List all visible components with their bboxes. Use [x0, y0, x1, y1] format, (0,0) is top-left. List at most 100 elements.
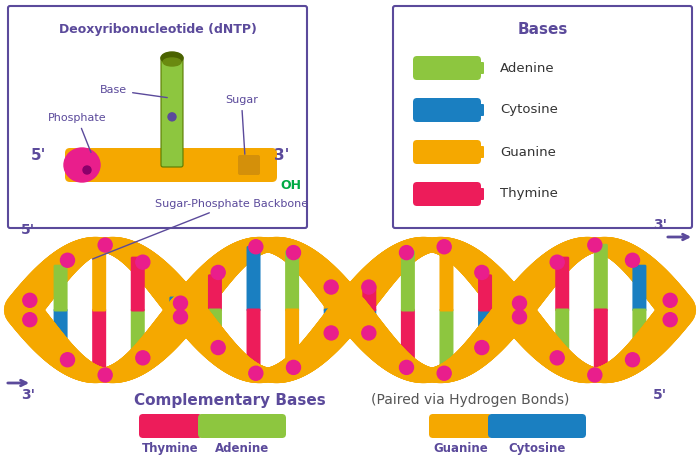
Text: Guanine: Guanine — [433, 442, 488, 455]
Text: Guanine: Guanine — [500, 145, 556, 158]
Circle shape — [136, 351, 150, 365]
FancyBboxPatch shape — [478, 308, 492, 346]
Text: Adenine: Adenine — [500, 62, 554, 75]
FancyBboxPatch shape — [401, 308, 415, 370]
FancyBboxPatch shape — [472, 146, 484, 158]
FancyBboxPatch shape — [401, 250, 415, 311]
FancyBboxPatch shape — [413, 140, 481, 164]
Text: 5': 5' — [30, 148, 46, 163]
Text: Thymine: Thymine — [142, 442, 199, 455]
Text: Deoxyribonucleotide (dNTP): Deoxyribonucleotide (dNTP) — [59, 23, 256, 36]
Circle shape — [248, 240, 262, 254]
FancyBboxPatch shape — [246, 308, 260, 374]
Circle shape — [512, 310, 526, 324]
Circle shape — [98, 238, 112, 252]
FancyBboxPatch shape — [363, 308, 377, 335]
Text: Complementary Bases: Complementary Bases — [134, 392, 326, 407]
Text: 3': 3' — [21, 388, 35, 402]
Text: Cytosine: Cytosine — [500, 103, 558, 116]
FancyBboxPatch shape — [440, 246, 454, 311]
Circle shape — [23, 293, 37, 307]
FancyBboxPatch shape — [555, 308, 569, 363]
FancyBboxPatch shape — [363, 285, 377, 311]
FancyBboxPatch shape — [139, 414, 202, 438]
Circle shape — [588, 238, 602, 252]
FancyBboxPatch shape — [555, 257, 569, 311]
FancyBboxPatch shape — [594, 244, 608, 311]
Circle shape — [324, 280, 338, 294]
Circle shape — [663, 313, 677, 327]
Circle shape — [60, 353, 74, 367]
Circle shape — [286, 360, 300, 374]
Text: Sugar-Phosphate Backbone: Sugar-Phosphate Backbone — [92, 199, 308, 259]
Ellipse shape — [161, 52, 183, 64]
Circle shape — [324, 326, 338, 340]
FancyBboxPatch shape — [92, 244, 106, 311]
Circle shape — [663, 293, 677, 307]
FancyBboxPatch shape — [198, 414, 286, 438]
Circle shape — [23, 313, 37, 327]
Text: Cytosine: Cytosine — [508, 442, 566, 455]
FancyBboxPatch shape — [169, 296, 183, 311]
FancyBboxPatch shape — [92, 308, 106, 376]
FancyBboxPatch shape — [413, 98, 481, 122]
FancyBboxPatch shape — [517, 308, 531, 323]
Circle shape — [400, 360, 414, 374]
Text: 5': 5' — [21, 223, 35, 237]
Text: Adenine: Adenine — [215, 442, 269, 455]
FancyBboxPatch shape — [517, 296, 531, 311]
Ellipse shape — [64, 148, 100, 182]
Circle shape — [60, 253, 74, 267]
FancyBboxPatch shape — [65, 148, 277, 182]
FancyBboxPatch shape — [8, 6, 307, 228]
FancyBboxPatch shape — [393, 6, 692, 228]
FancyBboxPatch shape — [440, 308, 454, 374]
Circle shape — [626, 353, 640, 367]
FancyBboxPatch shape — [246, 246, 260, 311]
FancyBboxPatch shape — [208, 274, 222, 311]
FancyBboxPatch shape — [429, 414, 492, 438]
FancyBboxPatch shape — [323, 285, 337, 311]
Text: Bases: Bases — [517, 22, 568, 37]
Circle shape — [362, 326, 376, 340]
Text: OH: OH — [280, 179, 301, 192]
FancyBboxPatch shape — [632, 265, 646, 311]
FancyBboxPatch shape — [131, 257, 145, 311]
FancyBboxPatch shape — [472, 188, 484, 200]
Circle shape — [626, 253, 640, 267]
FancyBboxPatch shape — [285, 250, 299, 311]
Circle shape — [362, 280, 376, 294]
FancyBboxPatch shape — [632, 308, 646, 355]
FancyBboxPatch shape — [478, 274, 492, 311]
Circle shape — [248, 366, 262, 380]
Circle shape — [136, 255, 150, 269]
Circle shape — [475, 341, 489, 355]
FancyBboxPatch shape — [238, 155, 260, 175]
FancyBboxPatch shape — [161, 56, 183, 167]
FancyBboxPatch shape — [472, 62, 484, 74]
Text: (Paired via Hydrogen Bonds): (Paired via Hydrogen Bonds) — [371, 393, 569, 407]
FancyBboxPatch shape — [413, 56, 481, 80]
Circle shape — [211, 266, 225, 280]
FancyBboxPatch shape — [594, 308, 608, 376]
Circle shape — [286, 246, 300, 260]
Text: 3': 3' — [653, 218, 667, 232]
FancyBboxPatch shape — [323, 308, 337, 335]
FancyBboxPatch shape — [131, 308, 145, 363]
FancyBboxPatch shape — [285, 308, 299, 370]
Text: Sugar: Sugar — [225, 95, 258, 154]
Circle shape — [98, 368, 112, 382]
FancyBboxPatch shape — [54, 265, 68, 311]
Circle shape — [438, 366, 452, 380]
FancyBboxPatch shape — [413, 182, 481, 206]
Text: 5': 5' — [653, 388, 667, 402]
Circle shape — [550, 351, 564, 365]
Text: Phosphate: Phosphate — [48, 113, 106, 152]
Circle shape — [174, 310, 188, 324]
FancyBboxPatch shape — [54, 308, 68, 355]
Circle shape — [512, 296, 526, 310]
Circle shape — [168, 113, 176, 121]
Circle shape — [475, 266, 489, 280]
Text: Thymine: Thymine — [500, 187, 558, 200]
Circle shape — [550, 255, 564, 269]
